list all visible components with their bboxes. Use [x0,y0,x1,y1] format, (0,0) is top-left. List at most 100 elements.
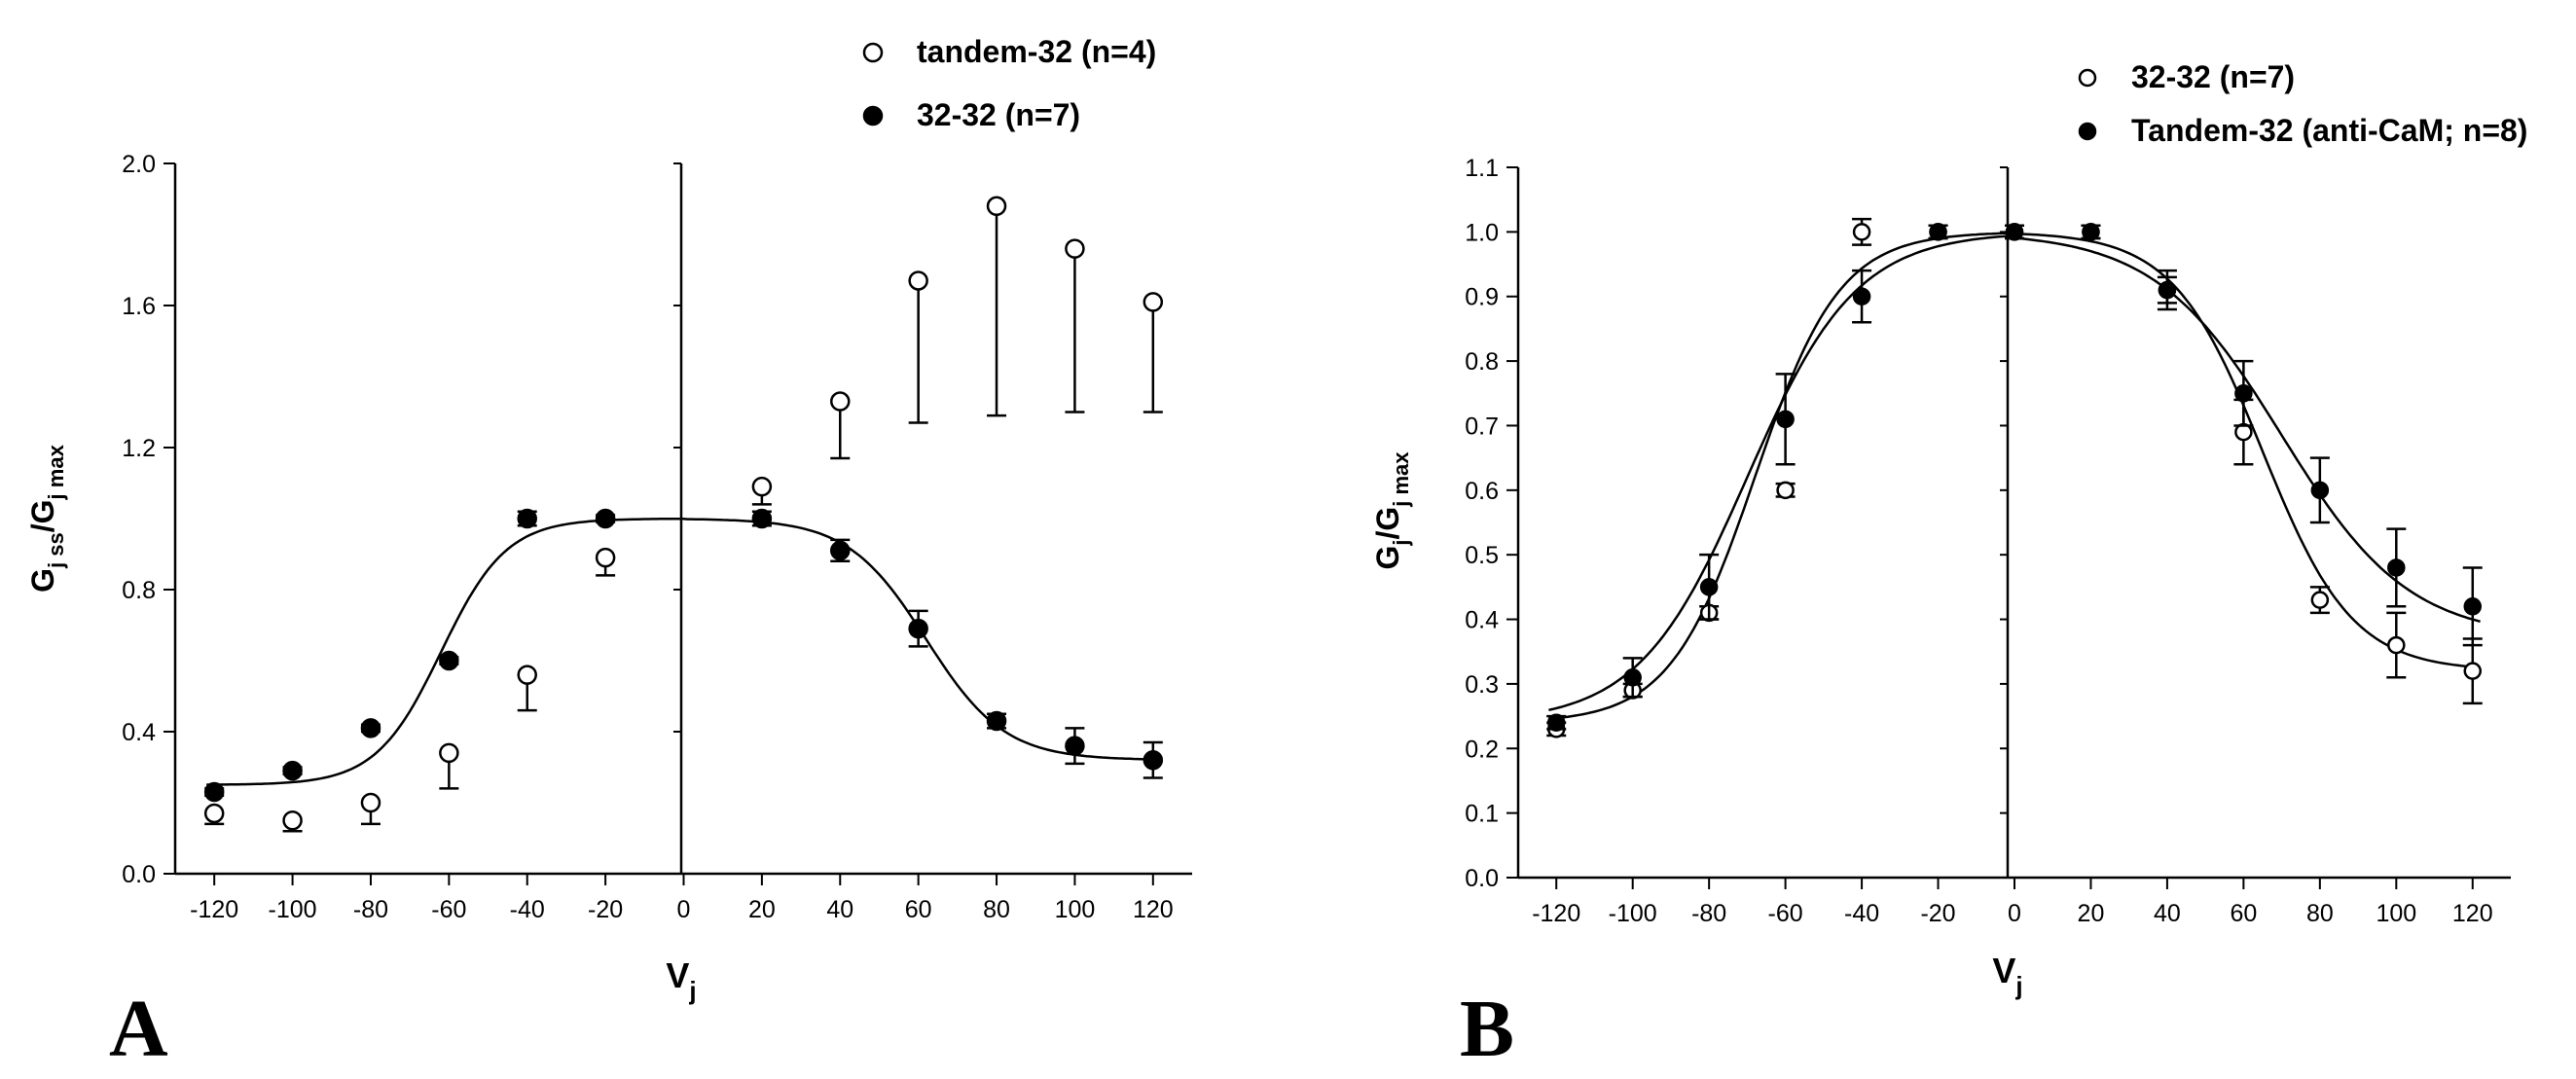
y-tick-label: 1.1 [1465,155,1499,182]
x-axis-label: Vj [1992,951,2022,1000]
legend-marker [2078,122,2097,141]
legend-label: Tandem-32 (anti-CaM; n=8) [2131,113,2527,148]
data-point [439,742,459,764]
data-point [517,665,537,685]
fit-curve-2 [206,517,1161,786]
y-tick-label: 0.5 [1465,542,1499,569]
data-point [2234,384,2253,403]
y-tick-label: 0.0 [1465,865,1499,892]
x-tick-label: -20 [588,896,623,923]
data-point [1776,481,1795,500]
x-tick-label: 60 [905,896,932,923]
y-tick-label: 0.9 [1465,284,1499,311]
data-point [282,760,303,781]
x-tick-label: -60 [431,896,466,923]
x-tick-label: -20 [1920,900,1955,927]
data-point [1065,736,1085,756]
data-point [203,803,225,824]
data-point [830,391,851,412]
data-point [751,476,773,497]
x-tick-label: 0 [677,896,691,923]
x-tick-label: 100 [1055,896,1096,923]
data-point [439,650,459,671]
x-tick-label: -60 [1768,900,1803,927]
data-point [986,710,1007,732]
y-tick-label: 0.4 [1465,607,1499,634]
x-tick-label: 120 [1133,896,1174,923]
y-tick-label: 0.3 [1465,671,1499,699]
x-tick-label: -120 [190,896,238,923]
x-tick-label: 80 [2306,900,2334,927]
data-point [1546,713,1566,732]
panel-label: A [109,984,168,1074]
data-point [282,810,303,831]
legend-marker [862,42,884,63]
data-point [1852,223,1871,241]
legend-label: 32-32 (n=7) [917,97,1080,132]
y-tick-label: 0.7 [1465,413,1499,440]
data-point [1852,287,1871,306]
data-point [986,196,1007,217]
x-tick-label: -40 [510,896,545,923]
y-tick-label: 1.2 [122,435,156,462]
x-tick-label: 0 [2008,900,2021,927]
y-tick-label: 0.6 [1465,478,1499,505]
data-point [1623,668,1642,687]
x-tick-label: 40 [826,896,853,923]
y-tick-label: 1.6 [122,293,156,320]
x-tick-label: 20 [2078,900,2105,927]
data-point [2463,597,2483,616]
data-point [1143,292,1164,312]
panel-a: -120 -100 -80 -60 -40 -20 0 20 40 60 80 100 120 0.0 0.… [25,34,1192,1074]
fit-curve-1 [1548,232,2481,721]
legend-label: tandem-32 (n=4) [917,34,1156,69]
data-point [2310,481,2330,500]
data-point [360,718,381,738]
data-point [203,781,225,803]
legend-marker [2078,68,2097,88]
y-tick-label: 2.0 [122,151,156,178]
data-point [1143,749,1164,771]
y-tick-label: 0.0 [122,861,156,888]
y-tick-label: 0.2 [1465,736,1499,763]
data-point [2387,558,2406,577]
x-tick-label: 120 [2452,900,2493,927]
panel-b: -120 -100 -80 -60 -40 -20 0 20 40 60 80 100 120 0.0 0.… [1370,59,2527,1074]
y-tick-label: 0.8 [1465,348,1499,376]
data-point [1776,410,1795,429]
data-point [908,618,928,639]
y-axis-label: Gj/Gj max [1370,451,1413,570]
data-point [830,540,851,561]
x-tick-label: 100 [2376,900,2416,927]
x-tick-label: 60 [2230,900,2257,927]
data-point [2463,662,2483,680]
x-tick-label: -80 [1691,900,1726,927]
y-axis-label: Gj ss/Gj max [25,444,68,592]
x-axis-label: Vj [666,955,696,1005]
data-point [1065,238,1085,259]
legend-marker [862,105,884,126]
data-point [2005,223,2024,241]
y-tick-label: 0.1 [1465,801,1499,828]
x-tick-label: -120 [1532,900,1580,927]
data-point [1929,223,1947,241]
legend-label: 32-32 (n=7) [2131,59,2295,94]
x-tick-label: -100 [1609,900,1657,927]
data-point [2082,223,2100,241]
data-point [2310,591,2330,609]
data-point [751,508,773,529]
data-point [908,270,928,291]
y-tick-label: 1.0 [1465,219,1499,246]
y-tick-label: 0.4 [122,719,156,746]
data-point [517,508,537,529]
x-tick-label: 40 [2154,900,2181,927]
data-point [1699,578,1719,596]
x-tick-label: -40 [1844,900,1879,927]
x-tick-label: -80 [353,896,388,923]
data-point [2158,280,2177,300]
data-point [360,792,381,813]
data-point [2387,635,2406,655]
x-tick-label: 80 [983,896,1010,923]
x-tick-label: 20 [748,896,776,923]
